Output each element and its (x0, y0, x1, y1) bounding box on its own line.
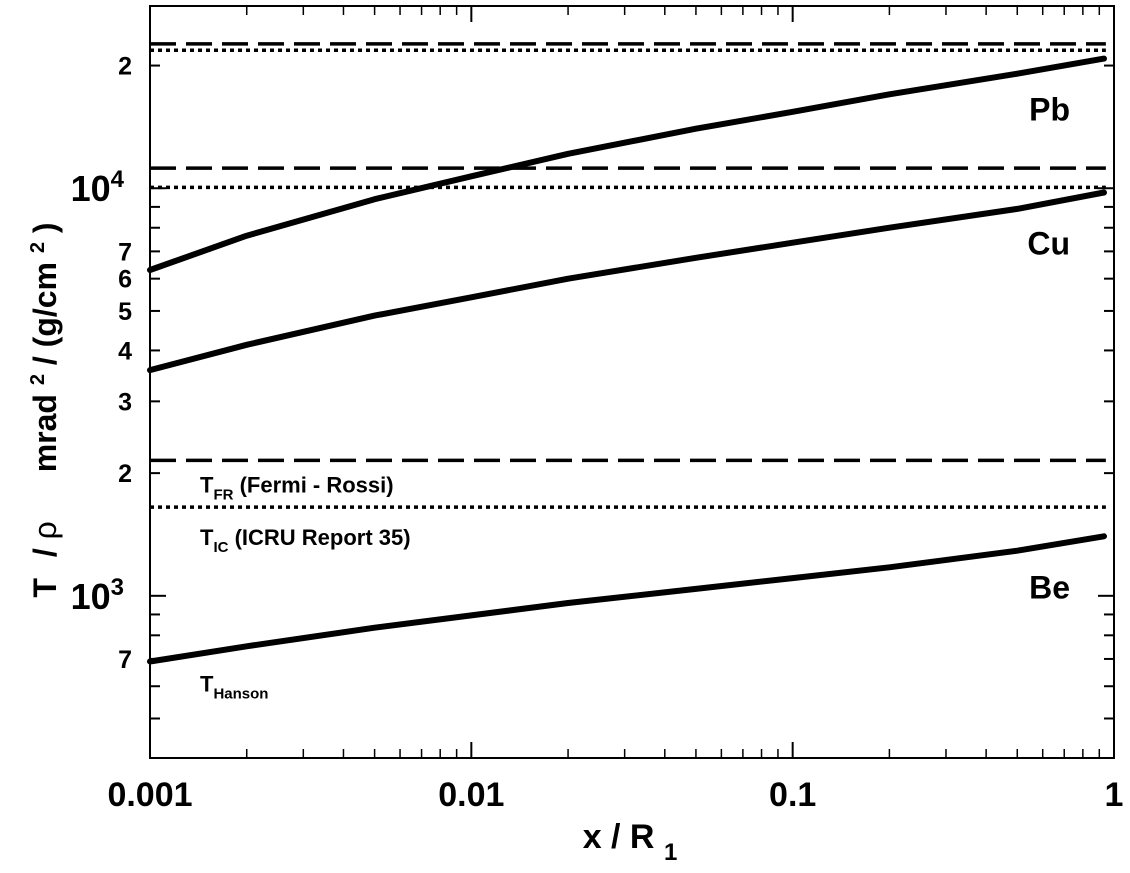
x-axis-label: x / R 1 (583, 818, 678, 866)
x-tick-label: 0.01 (438, 776, 504, 814)
y-axis-label: T / ρ mrad 2 / (g/cm 2 ) (15, 222, 63, 597)
x-tick-label: 1 (1105, 776, 1124, 814)
y-label-rho: ρ (27, 521, 63, 539)
y-label-sup2: 2 (27, 242, 49, 253)
y-tick-label: 7 (118, 646, 132, 674)
hanson-curve-be (147, 533, 1107, 665)
y-label-mrad: mrad (27, 394, 63, 472)
y-label-sup1: 2 (27, 374, 49, 385)
plot-frame (149, 5, 1115, 759)
material-label-be: Be (1029, 569, 1070, 605)
y-tick-label: 2 (118, 460, 132, 488)
y-tick-label: 4 (118, 337, 132, 365)
y-tick-label: 103 (71, 574, 124, 617)
y-tick-label: 5 (118, 298, 132, 326)
y-label-units: / (g/cm (27, 262, 63, 365)
y-tick-label: 6 (118, 266, 132, 294)
material-label-pb: Pb (1029, 92, 1070, 128)
y-tick-label: 104 (71, 166, 125, 209)
y-tick-label: 7 (118, 238, 132, 266)
y-label-close: ) (27, 222, 63, 233)
x-label-sub: 1 (664, 839, 677, 866)
y-tick-label: 2 (118, 53, 132, 81)
series-labels: Pb Cu Be TFR (Fermi - Rossi) TIC (ICRU Repor… (200, 92, 1070, 703)
x-tick-label: 0.001 (107, 776, 192, 814)
material-label-cu: Cu (1027, 226, 1070, 262)
label-hanson: THanson (200, 671, 268, 702)
x-tick-label: 0.1 (769, 776, 816, 814)
plot-area (147, 42, 1107, 665)
y-tick-label: 3 (118, 388, 132, 416)
hanson-curve-pb (147, 55, 1107, 273)
x-label-main: x / R (583, 818, 655, 856)
y-label-slash: / (27, 548, 63, 557)
label-icru: TIC (ICRU Report 35) (200, 525, 411, 556)
hanson-curve-cu (147, 189, 1107, 374)
y-label-t: T (27, 578, 63, 598)
label-fermi-rossi: TFR (Fermi - Rossi) (200, 472, 394, 503)
